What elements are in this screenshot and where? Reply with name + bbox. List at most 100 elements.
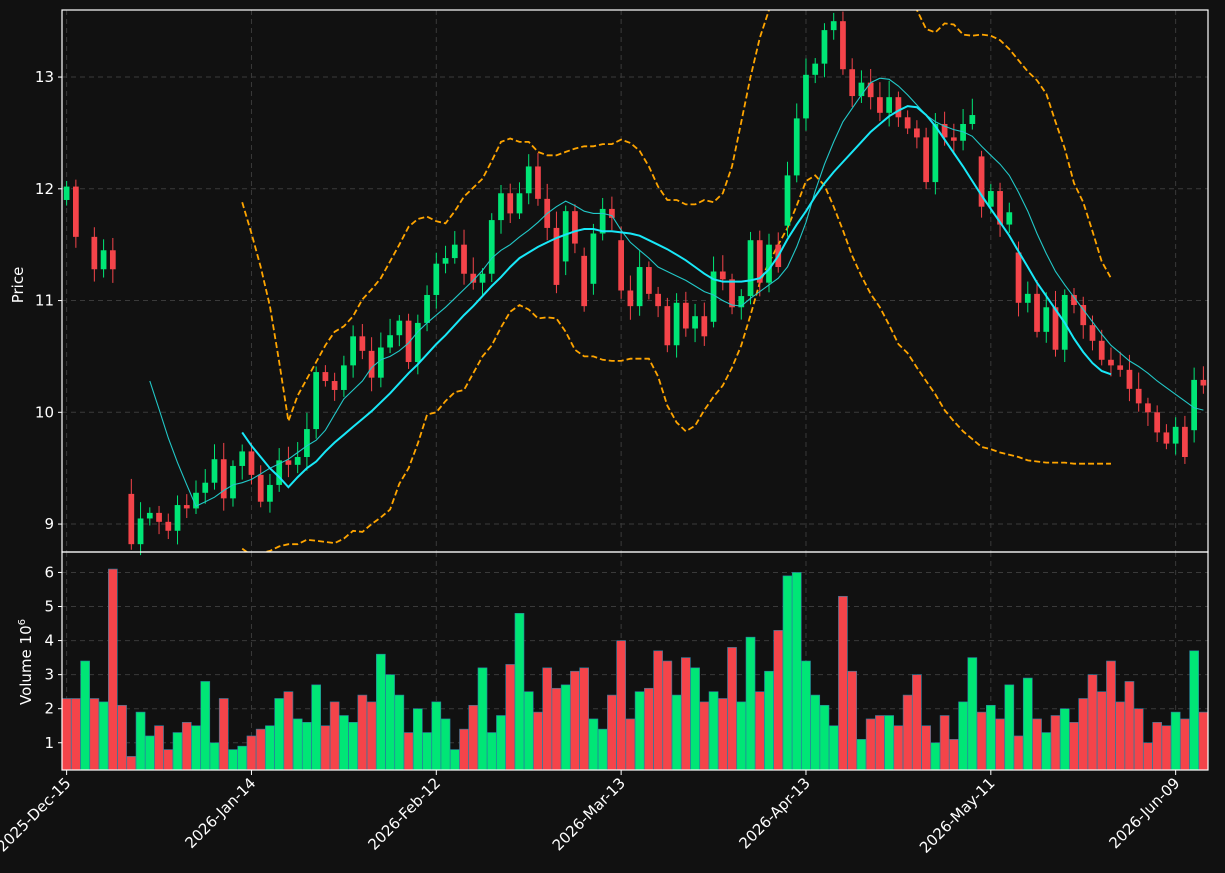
candle-body-75 — [756, 240, 763, 283]
candle-body-57 — [590, 233, 597, 284]
candle-18 — [230, 460, 236, 507]
candle-15 — [202, 469, 209, 504]
volume-bar-75 — [754, 691, 765, 771]
candle-body-37 — [405, 320, 412, 363]
volume-bar-87 — [865, 718, 876, 771]
candle-body-70 — [710, 271, 717, 322]
candle-body-35 — [387, 335, 393, 348]
candle-body-76 — [766, 244, 772, 283]
candle-36 — [396, 315, 403, 347]
candle-58 — [599, 197, 606, 241]
volume-bar-11 — [163, 749, 174, 771]
candle-body-103 — [1015, 252, 1022, 303]
candle-body-4 — [100, 250, 107, 270]
candle-1 — [72, 179, 79, 248]
candle-body-94 — [932, 123, 939, 183]
candle-57 — [590, 223, 597, 295]
volume-bar-65 — [662, 660, 673, 771]
candle-123 — [1200, 366, 1207, 394]
volume-axis-label: Volume 106 — [17, 619, 35, 705]
candle-99 — [978, 150, 985, 218]
candle-19 — [239, 444, 246, 480]
volume-ytick-label-1: 2 — [44, 700, 54, 718]
candle-body-11 — [165, 521, 172, 531]
volume-bar-50 — [523, 691, 534, 771]
candle-74 — [747, 231, 754, 305]
candle-53 — [553, 211, 560, 294]
candle-25 — [294, 442, 301, 474]
candle-body-50 — [525, 166, 532, 194]
candle-8 — [137, 502, 144, 556]
candle-body-68 — [692, 316, 698, 329]
volume-bar-62 — [634, 691, 645, 771]
candle-79 — [793, 103, 800, 183]
volume-bar-46 — [486, 732, 497, 771]
candle-63 — [645, 261, 652, 300]
volume-bar-79 — [791, 572, 802, 771]
candle-78 — [784, 161, 791, 237]
volume-axis-label-exponent: 6 — [17, 619, 28, 625]
candle-0 — [63, 180, 70, 206]
volume-bar-89 — [884, 715, 894, 771]
volume-bar-70 — [708, 691, 719, 771]
candle-49 — [516, 182, 523, 219]
candle-body-85 — [849, 69, 856, 97]
volume-bar-33 — [366, 701, 377, 771]
volume-bar-99 — [976, 711, 987, 771]
candle-body-41 — [442, 258, 449, 264]
candle-85 — [849, 58, 856, 108]
candle-86 — [858, 70, 865, 103]
candle-body-63 — [645, 267, 652, 294]
volume-bar-101 — [995, 718, 1005, 771]
candle-17 — [220, 442, 227, 511]
candle-29 — [331, 372, 338, 401]
candle-body-92 — [914, 128, 920, 138]
volume-bar-17 — [218, 698, 229, 771]
candle-body-88 — [877, 97, 883, 113]
volume-bar-98 — [967, 657, 978, 771]
candle-body-13 — [183, 505, 190, 509]
candle-body-61 — [627, 290, 634, 307]
candle-body-12 — [174, 505, 181, 531]
volume-bar-2 — [80, 660, 90, 771]
volume-bar-58 — [597, 728, 608, 771]
volume-bar-13 — [181, 722, 192, 771]
candle-114 — [1117, 351, 1124, 377]
candle-37 — [405, 313, 412, 369]
candle-103 — [1015, 241, 1022, 317]
candle-3 — [91, 227, 98, 282]
candle-body-8 — [137, 518, 144, 545]
volume-bar-97 — [958, 701, 968, 771]
volume-bar-69 — [699, 701, 710, 771]
volume-bar-77 — [773, 630, 784, 771]
volume-bar-47 — [496, 715, 506, 771]
candle-60 — [618, 226, 625, 299]
candle-45 — [479, 268, 486, 295]
volume-bar-42 — [449, 749, 460, 771]
candle-body-112 — [1098, 340, 1105, 360]
candle-body-55 — [572, 211, 578, 244]
volume-bar-103 — [1013, 735, 1024, 771]
volume-bar-21 — [255, 728, 266, 771]
candle-body-81 — [812, 63, 819, 75]
volume-bar-82 — [819, 704, 830, 771]
volume-bar-29 — [329, 701, 340, 771]
volume-bar-6 — [117, 704, 127, 771]
candle-98 — [969, 98, 976, 130]
candle-body-100 — [987, 191, 994, 207]
volume-bar-123 — [1198, 711, 1209, 771]
volume-bar-71 — [717, 698, 728, 771]
volume-bar-48 — [505, 664, 516, 771]
candle-body-26 — [304, 429, 310, 458]
volume-bar-83 — [828, 725, 839, 771]
candle-body-46 — [488, 220, 495, 274]
candle-body-14 — [193, 492, 199, 509]
candle-body-64 — [655, 293, 661, 307]
candle-24 — [285, 446, 292, 478]
volume-bar-9 — [144, 735, 155, 771]
volume-bar-38 — [412, 708, 423, 771]
volume-bar-25 — [292, 718, 303, 771]
candle-body-122 — [1191, 379, 1198, 431]
candle-109 — [1071, 288, 1077, 314]
